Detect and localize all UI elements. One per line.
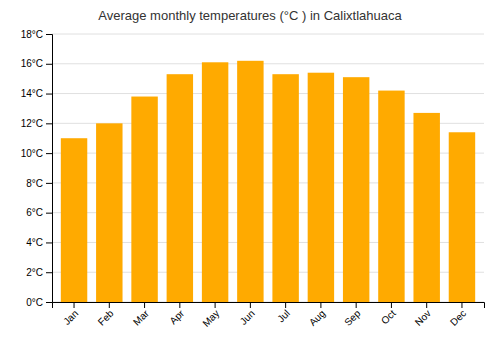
x-tick-label: Mar	[131, 307, 151, 327]
x-tick-mark	[320, 302, 321, 308]
x-axis-line	[53, 303, 485, 309]
bar	[343, 77, 369, 302]
x-tick: Sep	[342, 302, 363, 328]
x-tick-label: Oct	[379, 308, 398, 327]
y-tick-mark	[46, 153, 52, 154]
x-axis: Jan Feb Mar Apr May Jun Jul Aug Sep Oct Nov Dec	[53, 302, 485, 329]
x-tick-label: Jul	[275, 308, 292, 325]
bars	[61, 61, 475, 302]
y-tick-mark	[46, 242, 52, 243]
y-tick-label: 6°C	[26, 207, 43, 218]
x-tick: May	[200, 302, 221, 329]
bar	[272, 74, 298, 302]
x-tick-mark	[426, 302, 427, 308]
x-tick-label: Sep	[342, 307, 363, 328]
x-tick-mark	[356, 302, 357, 308]
y-axis: 0°C 2°C 4°C 6°C 8°C 10°C 12°C 14°C 16°C 18°C	[21, 29, 53, 308]
y-tick-label: 0°C	[26, 297, 43, 308]
x-tick-label: Nov	[413, 308, 433, 328]
x-tick-label: May	[200, 308, 221, 329]
y-tick: 4°C	[26, 237, 52, 248]
y-tick-mark	[46, 34, 52, 35]
y-tick: 6°C	[26, 207, 52, 218]
y-tick-mark	[46, 272, 52, 273]
x-tick-label: Jun	[238, 308, 257, 327]
chart-svg: 0°C 2°C 4°C 6°C 8°C 10°C 12°C 14°C 16°C 18°C Jan Fe…	[0, 0, 500, 350]
y-tick-label: 2°C	[26, 267, 43, 278]
bar	[413, 113, 439, 302]
x-tick: Nov	[413, 302, 433, 328]
x-tick: Aug	[307, 302, 327, 328]
x-tick-mark	[215, 302, 216, 308]
y-tick: 2°C	[26, 267, 52, 278]
y-tick-label: 12°C	[21, 118, 43, 129]
x-tick: Feb	[96, 302, 116, 328]
x-tick: Jul	[275, 302, 292, 324]
bar	[308, 73, 334, 302]
bar	[61, 138, 87, 302]
y-tick: 8°C	[26, 178, 52, 189]
y-tick-label: 10°C	[21, 148, 43, 159]
plot-area: 0°C 2°C 4°C 6°C 8°C 10°C 12°C 14°C 16°C 18°C Jan Fe…	[21, 29, 485, 329]
bar	[449, 132, 475, 302]
bar	[237, 61, 263, 302]
y-tick-mark	[46, 94, 52, 95]
y-tick-mark	[46, 123, 52, 124]
y-tick: 12°C	[21, 118, 52, 129]
grid-line	[52, 93, 484, 94]
title: Average monthly temperatures (°C ) in Ca…	[98, 8, 402, 23]
bar	[202, 62, 228, 302]
x-tick-label: Jan	[61, 308, 80, 327]
x-tick: Jun	[238, 302, 257, 327]
x-tick-mark	[285, 302, 286, 308]
y-tick-mark	[46, 302, 52, 303]
x-tick-mark	[109, 302, 110, 308]
x-tick-mark	[250, 302, 251, 308]
x-tick-label: Dec	[448, 308, 468, 328]
x-tick: Mar	[131, 302, 151, 328]
y-tick: 16°C	[21, 58, 52, 69]
grid-line	[52, 34, 484, 35]
x-tick-mark	[74, 302, 75, 308]
y-tick-label: 16°C	[21, 58, 43, 69]
bar	[131, 97, 157, 302]
y-tick-mark	[46, 64, 52, 65]
chart-container: 0°C 2°C 4°C 6°C 8°C 10°C 12°C 14°C 16°C 18°C Jan Fe…	[0, 0, 500, 350]
y-tick-label: 4°C	[26, 237, 43, 248]
x-tick-mark	[144, 302, 145, 308]
y-tick-label: 14°C	[21, 88, 43, 99]
x-tick: Dec	[448, 302, 468, 328]
y-tick: 0°C	[26, 297, 52, 308]
x-tick-label: Aug	[307, 308, 327, 328]
y-axis-line	[46, 35, 53, 303]
bar	[167, 74, 193, 302]
x-tick: Jan	[61, 302, 80, 327]
x-tick: Apr	[167, 302, 186, 326]
x-tick-label: Feb	[96, 307, 116, 327]
grid-line	[52, 63, 484, 64]
x-tick-mark	[391, 302, 392, 308]
y-tick-mark	[46, 183, 52, 184]
grid	[52, 34, 484, 302]
bar	[378, 91, 404, 302]
y-tick-label: 18°C	[21, 29, 43, 40]
x-tick: Oct	[379, 302, 398, 326]
x-tick-label: Apr	[167, 307, 186, 326]
y-tick: 14°C	[21, 88, 52, 99]
x-tick-mark	[179, 302, 180, 308]
y-tick-label: 8°C	[26, 178, 43, 189]
x-tick-mark	[461, 302, 462, 308]
bar	[96, 123, 122, 302]
y-tick: 18°C	[21, 29, 52, 40]
y-tick-mark	[46, 213, 52, 214]
y-tick: 10°C	[21, 148, 52, 159]
